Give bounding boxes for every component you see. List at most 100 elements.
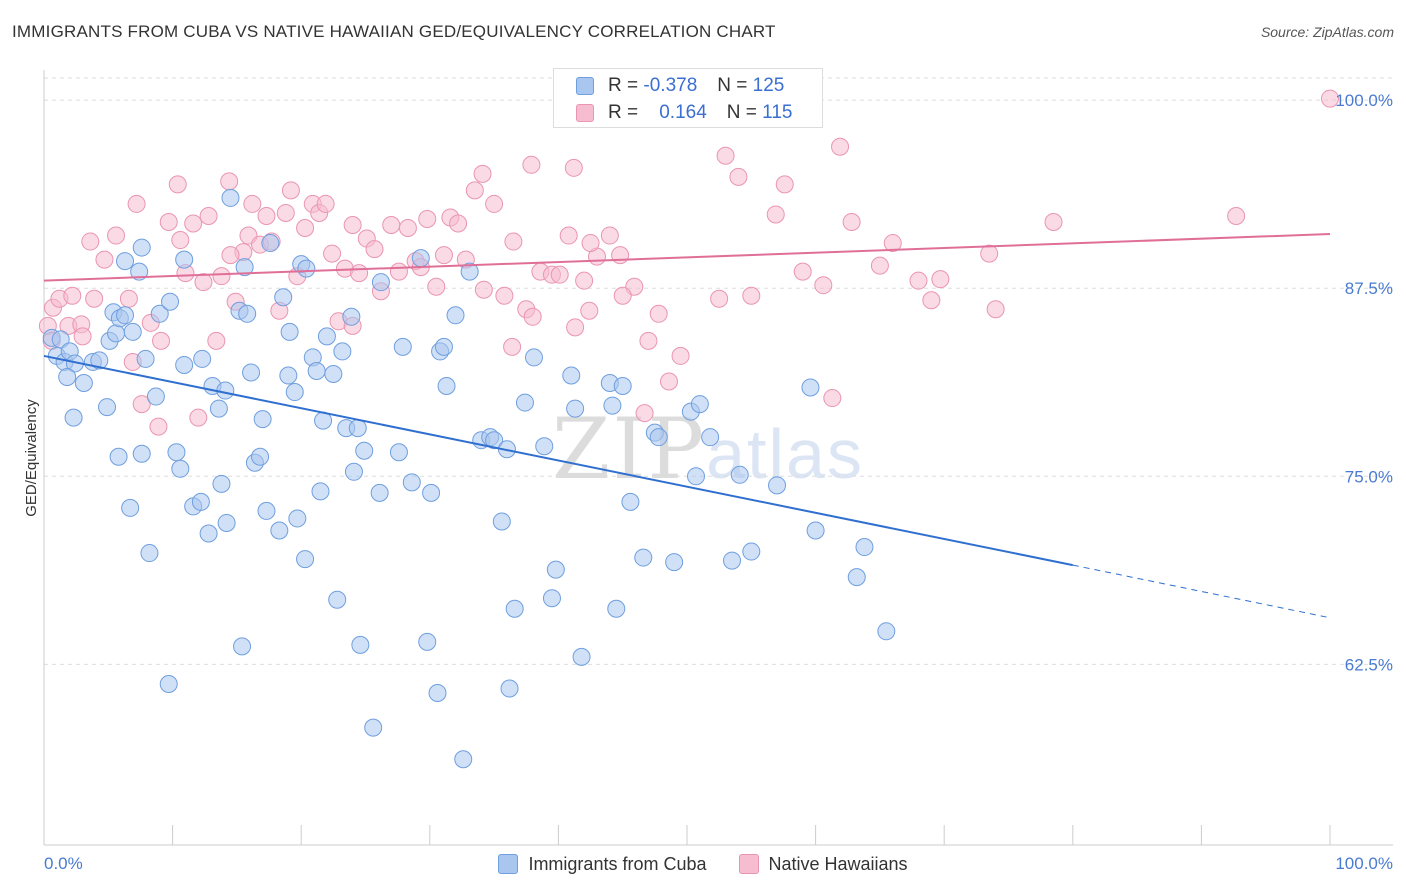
cuba-point	[371, 273, 390, 292]
hawaii-point	[398, 219, 417, 238]
hawaii-point	[1321, 89, 1339, 108]
hawaii-point	[427, 277, 446, 296]
cuba-point	[460, 262, 479, 281]
legend-row-cuba: R = -0.378 N = 125	[576, 73, 784, 99]
cuba-point	[562, 366, 581, 385]
hawaii-point	[389, 262, 408, 281]
y-tick-label: 75.0%	[1345, 467, 1393, 486]
cuba-point	[877, 622, 896, 641]
hawaii-point	[1227, 206, 1246, 225]
cuba-point	[212, 474, 231, 493]
hawaii-point	[1044, 212, 1063, 231]
hawaii-point	[95, 250, 114, 269]
cuba-point	[411, 249, 430, 268]
hawaii-point	[350, 264, 369, 283]
y-tick-label: 87.5%	[1345, 279, 1393, 298]
x-tick-label: 100.0%	[1335, 854, 1393, 873]
trend-line-hawaii	[43, 233, 1331, 282]
hawaii-point	[503, 337, 522, 356]
hawaii-point	[149, 417, 168, 436]
cuba-point	[175, 250, 194, 269]
hawaii-point	[194, 273, 213, 292]
cuba-point	[485, 431, 504, 450]
legend-n-value: 115	[762, 102, 793, 123]
cuba-point	[90, 351, 109, 370]
hawaii-point	[922, 291, 941, 310]
cuba-point	[311, 482, 330, 501]
cuba-point	[130, 262, 149, 281]
cuba-point	[199, 524, 218, 543]
hawaii-point	[207, 331, 226, 350]
chart-title: IMMIGRANTS FROM CUBA VS NATIVE HAWAIIAN …	[12, 22, 776, 41]
hawaii-point	[729, 167, 748, 186]
hawaii-point	[184, 214, 203, 233]
legend-row-hawaii: R = 0.164 N = 115	[576, 100, 792, 126]
hawaii-point	[559, 226, 578, 245]
hawaii-point	[581, 234, 600, 253]
hawaii-point	[600, 226, 619, 245]
trend-line-cuba-extension	[1072, 564, 1331, 619]
hawaii-point	[434, 246, 453, 265]
hawaii-point	[189, 408, 208, 427]
cuba-point	[524, 348, 543, 367]
cuba-point	[535, 437, 554, 456]
hawaii-point	[575, 271, 594, 290]
hawaii-point	[257, 206, 276, 225]
cuba-point	[288, 509, 307, 528]
cuba-point	[723, 551, 742, 570]
cuba-point	[454, 750, 473, 769]
hawaii-point	[671, 346, 690, 365]
cuba-point	[159, 674, 178, 693]
source-credit: Source: ZipAtlas.com	[1260, 24, 1394, 40]
cuba-point	[257, 501, 276, 520]
hawaii-point	[580, 301, 599, 320]
cuba-point	[402, 473, 421, 492]
hawaii-point	[107, 226, 126, 245]
series-legend: Immigrants from Cuba Native Hawaiians	[0, 850, 1406, 878]
hawaii-point	[742, 286, 761, 305]
legend-swatch-cuba	[498, 854, 519, 874]
cuba-point	[613, 377, 632, 396]
hawaii-point	[495, 286, 514, 305]
hawaii-point	[842, 212, 861, 231]
cuba-point	[140, 544, 159, 563]
cuba-point	[665, 553, 684, 572]
cuba-point	[171, 459, 190, 478]
cuba-point	[768, 476, 787, 495]
series-native-hawaiians	[38, 89, 1339, 436]
hawaii-point	[766, 205, 785, 224]
y-tick-label: 100.0%	[1335, 91, 1393, 110]
cuba-point	[64, 408, 83, 427]
cuba-point	[855, 538, 874, 557]
cuba-point	[492, 512, 511, 531]
cuba-point	[687, 467, 706, 486]
x-tick-label: 0.0%	[44, 854, 83, 873]
hawaii-point	[73, 327, 92, 346]
cuba-point	[121, 498, 140, 517]
hawaii-point	[365, 240, 384, 259]
cuba-point	[238, 304, 257, 323]
cuba-point	[418, 632, 437, 651]
cuba-point	[297, 259, 316, 278]
hawaii-point	[465, 181, 484, 200]
cuba-point	[742, 542, 761, 561]
watermark: ZIPatlas	[552, 400, 864, 498]
cuba-point	[296, 550, 315, 569]
cuba-point	[393, 337, 412, 356]
cuba-point	[251, 447, 270, 466]
cuba-point	[847, 568, 866, 587]
hawaii-point	[831, 137, 850, 156]
cuba-point	[572, 647, 591, 666]
hawaii-point	[883, 234, 902, 253]
cuba-point	[132, 444, 151, 463]
cuba-point	[370, 483, 389, 502]
cuba-point	[634, 548, 653, 567]
stats-legend: R = -0.378 N = 125 R = 0.164 N = 115	[553, 68, 823, 128]
hawaii-point	[343, 216, 362, 234]
y-axis-label: GED/Equivalency	[23, 399, 40, 517]
hawaii-point	[716, 146, 735, 165]
cuba-point	[74, 374, 93, 393]
hawaii-point	[159, 212, 178, 231]
hawaii-point	[550, 265, 569, 284]
hawaii-point	[931, 270, 950, 289]
